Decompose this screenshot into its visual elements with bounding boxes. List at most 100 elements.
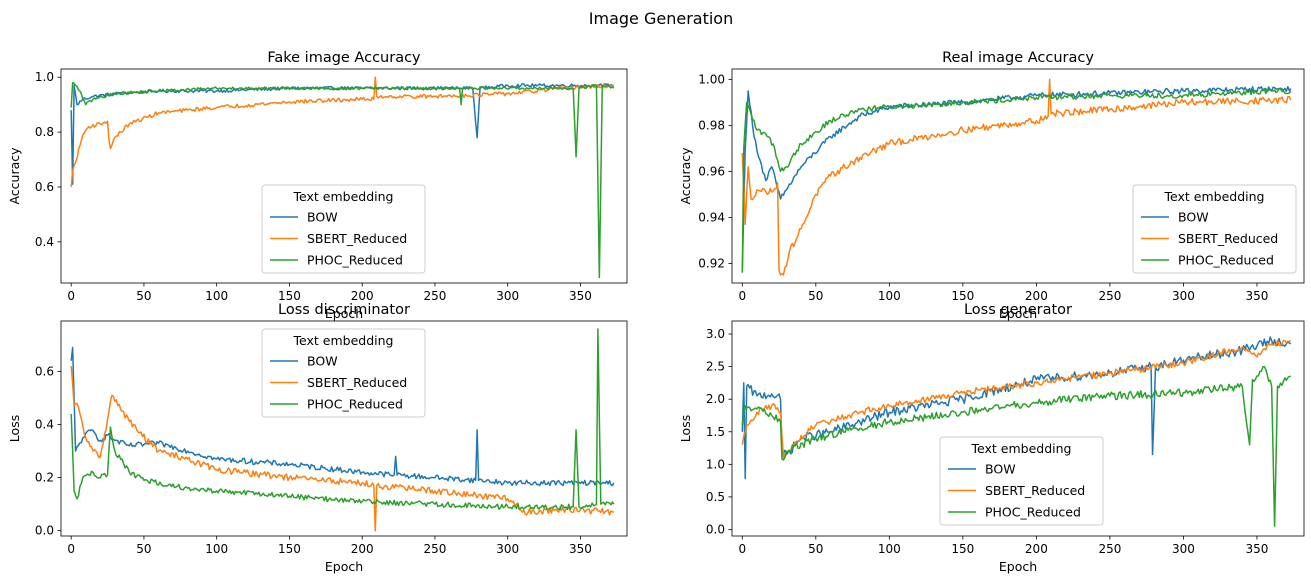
chart2-xtick-label: 300 xyxy=(1172,289,1195,303)
chart3-ytick-label: 0.4 xyxy=(35,418,54,432)
chart4-ytick-label: 0.5 xyxy=(706,490,725,504)
chart2-ytick-label: 0.92 xyxy=(698,256,725,270)
chart4-ytick-label: 1.0 xyxy=(706,457,725,471)
chart2-xtick-label: 350 xyxy=(1245,289,1268,303)
chart3-legend-label-bow: BOW xyxy=(307,354,338,369)
chart3-xtick-label: 150 xyxy=(278,542,301,556)
chart1-legend-label-sbert-reduced: SBERT_Reduced xyxy=(307,231,407,246)
chart3-xlabel: Epoch xyxy=(325,559,363,574)
chart3-legend: Text embedding BOW SBERT_Reduced PHOC_Reduc… xyxy=(261,328,426,418)
chart2-xtick-label: 50 xyxy=(808,289,823,303)
chart1-title: Fake image Accuracy xyxy=(267,50,421,66)
chart1-xtick-label: 100 xyxy=(205,289,228,303)
chart2-ytick-label: 1.00 xyxy=(698,72,725,86)
chart4-xtick-label: 350 xyxy=(1245,542,1268,556)
chart2-series-phoc-reduced xyxy=(741,87,1292,273)
chart3-xtick-label: 300 xyxy=(496,542,519,556)
chart1-xtick-label: 250 xyxy=(423,289,446,303)
chart4-axes-frame xyxy=(731,320,1305,537)
chart2-ytick-label: 0.98 xyxy=(698,118,725,132)
chart3-xtick-label: 200 xyxy=(351,542,374,556)
chart3-xtick-label: 350 xyxy=(569,542,592,556)
chart4-xtick-label: 250 xyxy=(1098,542,1121,556)
chart1-ytick-label: 0.8 xyxy=(35,125,54,139)
chart1-xtick-label: 200 xyxy=(351,289,374,303)
chart1-ytick-label: 1.0 xyxy=(35,70,54,84)
chart2-series-sbert-reduced xyxy=(741,78,1292,276)
chart3-ytick-label: 0.0 xyxy=(35,524,54,538)
chart4-xtick-label: 200 xyxy=(1025,542,1048,556)
chart1-ylabel: Accuracy xyxy=(7,147,22,205)
chart3-series-phoc-reduced xyxy=(70,328,615,511)
chart4-series-bow xyxy=(741,336,1292,480)
chart3-axes-frame xyxy=(60,320,628,537)
chart1-ytick-label: 0.6 xyxy=(35,180,54,194)
figure-suptitle: Image Generation xyxy=(589,9,733,28)
chart3-ylabel: Loss xyxy=(7,415,22,442)
chart3-xtick-label: 250 xyxy=(423,542,446,556)
chart4-xtick-label: 300 xyxy=(1172,542,1195,556)
chart1-xtick-label: 50 xyxy=(136,289,151,303)
chart3-series-sbert-reduced xyxy=(70,366,615,532)
chart1-xtick-label: 0 xyxy=(67,289,75,303)
chart3-legend-label-phoc-reduced: PHOC_Reduced xyxy=(307,397,403,412)
chart2-legend: Text embedding BOW SBERT_Reduced PHOC_Reduc… xyxy=(1132,184,1297,274)
chart4-title: Loss generator xyxy=(964,302,1072,318)
chart4-legend: Text embedding BOW SBERT_Reduced PHOC_Reduc… xyxy=(939,436,1104,526)
chart1-legend: Text embedding BOW SBERT_Reduced PHOC_Reduc… xyxy=(261,184,426,274)
chart1-series-phoc-reduced xyxy=(70,81,615,279)
chart3-title: Loss discriminator xyxy=(278,302,410,318)
chart2-ylabel: Accuracy xyxy=(678,147,693,205)
chart3-xtick-label: 0 xyxy=(67,542,75,556)
chart4-ytick-label: 1.5 xyxy=(706,425,725,439)
chart3-ytick-label: 0.6 xyxy=(35,364,54,378)
chart1-xtick-label: 150 xyxy=(278,289,301,303)
chart3-ytick-label: 0.2 xyxy=(35,471,54,485)
chart4-legend-title: Text embedding xyxy=(971,441,1072,456)
chart4-legend-label-bow: BOW xyxy=(985,462,1016,477)
chart1-series-sbert-reduced xyxy=(70,76,615,188)
chart4-ytick-label: 3.0 xyxy=(706,327,725,341)
chart4-legend-label-phoc-reduced: PHOC_Reduced xyxy=(985,505,1081,520)
chart4-series-sbert-reduced xyxy=(741,339,1292,459)
chart2-legend-title: Text embedding xyxy=(1164,189,1265,204)
chart4-ytick-label: 0.0 xyxy=(706,522,725,536)
chart1-xlabel: Epoch xyxy=(325,306,363,321)
chart3-xtick-label: 100 xyxy=(205,542,228,556)
chart1-ytick-label: 0.4 xyxy=(35,235,54,249)
chart4-ytick-label: 2.0 xyxy=(706,392,725,406)
chart2-xtick-label: 250 xyxy=(1098,289,1121,303)
chart2-ytick-label: 0.94 xyxy=(698,210,725,224)
chart4-series-phoc-reduced xyxy=(741,365,1291,527)
chart2-xtick-label: 0 xyxy=(738,289,746,303)
chart2-legend-label-sbert-reduced: SBERT_Reduced xyxy=(1178,231,1278,246)
chart1-legend-label-phoc-reduced: PHOC_Reduced xyxy=(307,253,403,268)
chart3-legend-label-sbert-reduced: SBERT_Reduced xyxy=(307,375,407,390)
chart2-xtick-label: 200 xyxy=(1025,289,1048,303)
chart1-legend-label-bow: BOW xyxy=(307,210,338,225)
chart2-title: Real image Accuracy xyxy=(942,50,1094,66)
chart4-xtick-label: 100 xyxy=(878,542,901,556)
chart1-axes-frame xyxy=(60,68,628,284)
chart2-ytick-label: 0.96 xyxy=(698,164,725,178)
chart4-ytick-label: 2.5 xyxy=(706,360,725,374)
chart2-axes-frame xyxy=(731,68,1305,284)
chart4-legend-label-sbert-reduced: SBERT_Reduced xyxy=(985,483,1085,498)
chart3-legend-title: Text embedding xyxy=(293,333,394,348)
loss-generator-chart: 0 50 100 150 200 250 300 350 0.0 0.5 1.0 1.5 2.0 2.5 3… xyxy=(678,302,1305,574)
fake-accuracy-chart: 0 50 100 150 200 250 300 350 0.4 0.6 0.8 1.0 Fake im… xyxy=(7,50,628,321)
chart2-legend-label-bow: BOW xyxy=(1178,210,1209,225)
chart4-xtick-label: 50 xyxy=(808,542,823,556)
chart1-xtick-label: 350 xyxy=(569,289,592,303)
chart4-xlabel: Epoch xyxy=(999,559,1037,574)
loss-discriminator-chart: 0 50 100 150 200 250 300 350 0.0 0.2 0.4 0.6 Loss di… xyxy=(7,302,628,574)
chart2-xtick-label: 150 xyxy=(951,289,974,303)
chart3-series-bow xyxy=(70,346,615,487)
chart4-xtick-label: 150 xyxy=(951,542,974,556)
chart1-legend-title: Text embedding xyxy=(293,189,394,204)
chart2-xtick-label: 100 xyxy=(878,289,901,303)
chart2-legend-label-phoc-reduced: PHOC_Reduced xyxy=(1178,253,1274,268)
chart2-xlabel: Epoch xyxy=(999,306,1037,321)
chart4-ylabel: Loss xyxy=(678,415,693,442)
